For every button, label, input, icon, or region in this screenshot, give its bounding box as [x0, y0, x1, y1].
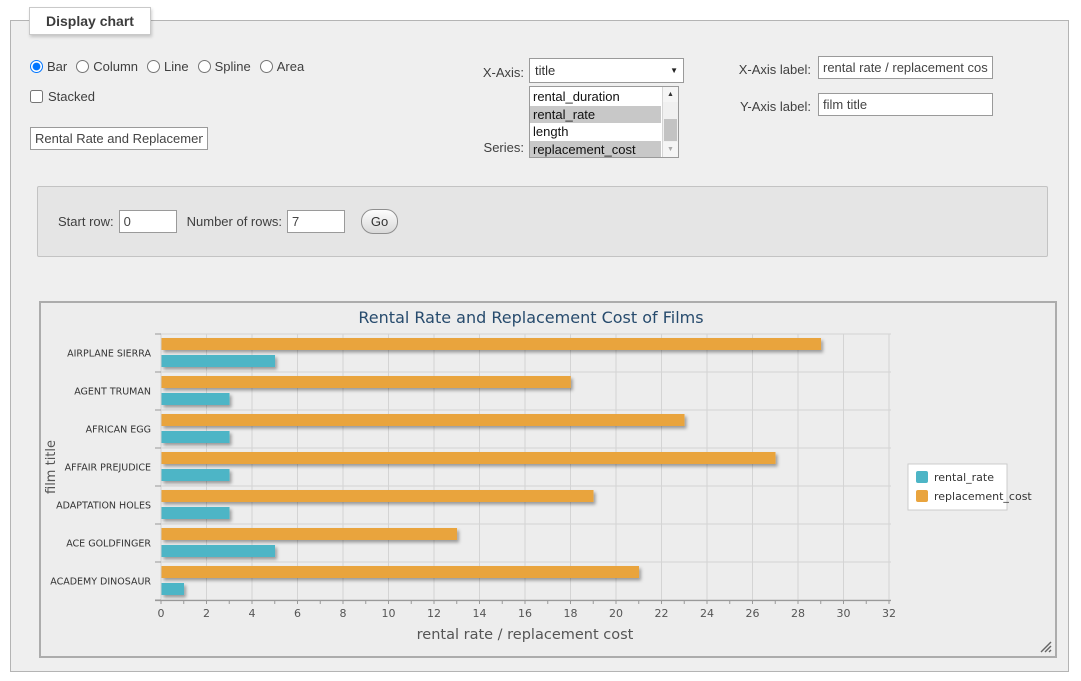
- x-tick-label: 2: [203, 607, 210, 620]
- chart-type-option-bar[interactable]: Bar: [30, 59, 67, 74]
- stacked-checkbox[interactable]: [30, 90, 43, 103]
- chart-type-option-column[interactable]: Column: [76, 59, 138, 74]
- start-row-input[interactable]: [119, 210, 177, 233]
- scrollbar-thumb[interactable]: [664, 119, 677, 141]
- x-axis-select-label: X-Axis:: [456, 65, 524, 80]
- bar-replacement_cost: [162, 376, 571, 388]
- series-option-rental_rate[interactable]: rental_rate: [530, 106, 661, 124]
- y-axis-title: film title: [44, 440, 59, 494]
- series-option-replacement_cost[interactable]: replacement_cost: [530, 141, 661, 159]
- category-label: ADAPTATION HOLES: [56, 501, 151, 512]
- x-tick-label: 14: [473, 607, 487, 620]
- x-axis-select[interactable]: title ▼: [529, 58, 684, 83]
- x-tick-label: 8: [340, 607, 347, 620]
- x-tick-label: 0: [158, 607, 165, 620]
- x-tick-label: 32: [882, 607, 896, 620]
- x-axis-selected-value: title: [535, 63, 555, 78]
- chevron-down-icon: ▼: [670, 66, 678, 75]
- series-option-rental_duration[interactable]: rental_duration: [530, 88, 661, 106]
- x-tick-label: 28: [791, 607, 805, 620]
- chart-type-option-area[interactable]: Area: [260, 59, 304, 74]
- chart-type-option-line[interactable]: Line: [147, 59, 189, 74]
- chart-type-label: Spline: [215, 59, 251, 74]
- bar-rental_rate: [162, 431, 230, 443]
- chart-type-label: Bar: [47, 59, 67, 74]
- bar-rental_rate: [162, 393, 230, 405]
- chart-title: Rental Rate and Replacement Cost of Film…: [358, 308, 703, 327]
- x-tick-label: 18: [564, 607, 578, 620]
- display-chart-fieldset: Display chart BarColumnLineSplineArea St…: [10, 20, 1069, 672]
- chart-container: Rental Rate and Replacement Cost of Film…: [39, 301, 1057, 658]
- scroll-up-icon[interactable]: ▲: [663, 87, 678, 102]
- x-tick-label: 24: [700, 607, 714, 620]
- x-tick-label: 26: [746, 607, 760, 620]
- x-tick-label: 12: [427, 607, 441, 620]
- chart-type-radio-area[interactable]: [260, 60, 273, 73]
- x-tick-label: 16: [518, 607, 532, 620]
- series-options: rental_durationrental_ratelengthreplacem…: [530, 88, 661, 158]
- listbox-scrollbar[interactable]: ▲ ▼: [662, 87, 678, 157]
- chart-type-radio-line[interactable]: [147, 60, 160, 73]
- rows-panel: Start row: Number of rows: Go: [37, 186, 1048, 257]
- legend-item-replacement_cost[interactable]: replacement_cost: [916, 490, 1032, 503]
- x-axis-title: rental rate / replacement cost: [417, 627, 634, 643]
- chart-title-input[interactable]: [30, 127, 208, 150]
- chart-type-radio-spline[interactable]: [198, 60, 211, 73]
- num-rows-label: Number of rows:: [187, 214, 282, 229]
- category-label: AFRICAN EGG: [86, 425, 151, 436]
- chart-type-label: Line: [164, 59, 189, 74]
- legend-label: replacement_cost: [934, 490, 1032, 503]
- bar-replacement_cost: [162, 338, 822, 350]
- scroll-down-icon[interactable]: ▼: [663, 142, 678, 157]
- chart-type-label: Column: [93, 59, 138, 74]
- chart-type-label: Area: [277, 59, 304, 74]
- category-label: ACADEMY DINOSAUR: [50, 577, 151, 588]
- num-rows-input[interactable]: [287, 210, 345, 233]
- series-label: Series:: [456, 140, 524, 155]
- start-row-label: Start row:: [58, 214, 114, 229]
- stacked-label: Stacked: [48, 89, 95, 104]
- category-label: AIRPLANE SIERRA: [67, 349, 151, 360]
- page: Display chart Bar Column Line Spline Area St…: [0, 0, 1081, 681]
- x-tick-label: 20: [609, 607, 623, 620]
- chart-type-radio-bar[interactable]: [30, 60, 43, 73]
- x-axis-label-input[interactable]: [818, 56, 993, 79]
- resize-grip-icon[interactable]: [1039, 640, 1052, 653]
- y-axis-label-label: Y-Axis label:: [716, 99, 811, 114]
- bar-replacement_cost: [162, 490, 594, 502]
- series-option-length[interactable]: length: [530, 123, 661, 141]
- bar-replacement_cost: [162, 566, 640, 578]
- bar-rental_rate: [162, 583, 185, 595]
- x-axis-label-label: X-Axis label:: [716, 62, 811, 77]
- chart-type-radio-group: Bar Column Line Spline Area: [30, 59, 313, 74]
- bar-rental_rate: [162, 545, 276, 557]
- bar-replacement_cost: [162, 414, 685, 426]
- category-label: ACE GOLDFINGER: [66, 539, 151, 550]
- legend-swatch: [916, 490, 928, 502]
- bar-rental_rate: [162, 507, 230, 519]
- bar-replacement_cost: [162, 528, 458, 540]
- category-label: AGENT TRUMAN: [74, 387, 151, 398]
- stacked-row: Stacked: [30, 89, 95, 104]
- bar-chart: Rental Rate and Replacement Cost of Film…: [41, 303, 1055, 656]
- series-listbox[interactable]: rental_durationrental_ratelengthreplacem…: [529, 86, 679, 158]
- chart-type-option-spline[interactable]: Spline: [198, 59, 251, 74]
- go-button[interactable]: Go: [361, 209, 398, 234]
- legend-swatch: [916, 471, 928, 483]
- bar-rental_rate: [162, 355, 276, 367]
- bar-replacement_cost: [162, 452, 776, 464]
- x-tick-label: 6: [294, 607, 301, 620]
- bar-rental_rate: [162, 469, 230, 481]
- category-label: AFFAIR PREJUDICE: [65, 463, 151, 474]
- x-tick-label: 10: [382, 607, 396, 620]
- chart-type-radio-column[interactable]: [76, 60, 89, 73]
- x-tick-label: 22: [655, 607, 669, 620]
- x-tick-label: 30: [837, 607, 851, 620]
- x-tick-label: 4: [249, 607, 256, 620]
- legend-label: rental_rate: [934, 471, 994, 484]
- fieldset-legend: Display chart: [29, 7, 151, 35]
- y-axis-label-input[interactable]: [818, 93, 993, 116]
